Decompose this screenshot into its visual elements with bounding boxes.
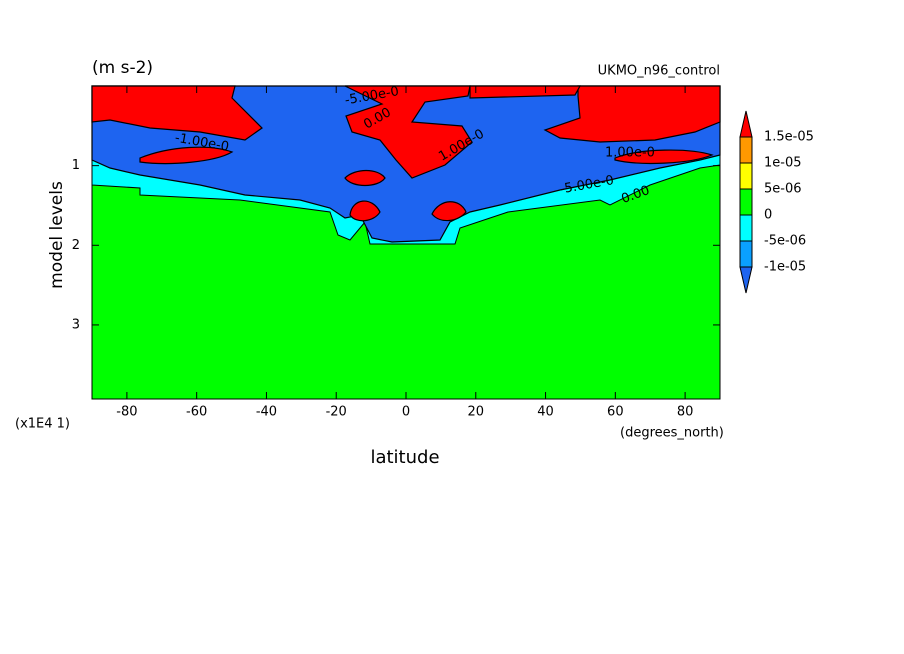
contour-region: [91, 85, 263, 141]
colorbar-triangle: [739, 110, 753, 138]
x-tick-label: -40: [256, 405, 277, 420]
y-tick-label: 1: [72, 158, 80, 173]
colorbar-label: -1e-05: [764, 260, 806, 275]
colorbar-box: [739, 162, 753, 190]
x-units: (degrees_north): [620, 426, 724, 441]
x-tick-label: 60: [607, 405, 624, 420]
contour-label: 1.00e-0: [605, 146, 655, 161]
colorbar-label: 1e-05: [764, 156, 802, 171]
colorbar-label: 5e-06: [764, 182, 802, 197]
x-tick-label: -20: [326, 405, 347, 420]
y-tick-label: 2: [72, 238, 80, 253]
chart-title: (m s-2): [92, 58, 153, 78]
x-tick-label: 20: [468, 405, 485, 420]
y-multiplier: (x1E4 1): [15, 417, 70, 432]
x-tick-label: 0: [402, 405, 410, 420]
y-axis-label: model levels: [47, 181, 67, 289]
x-tick-label: -60: [186, 405, 207, 420]
x-axis-label: latitude: [370, 447, 439, 468]
contour-region: [344, 169, 386, 187]
colorbar-box: [739, 136, 753, 164]
colorbar-label: -5e-06: [764, 234, 806, 249]
x-tick-label: -80: [116, 405, 137, 420]
y-tick-label: 3: [72, 317, 80, 332]
colorbar-label: 0: [764, 208, 772, 223]
contour-region: [139, 146, 234, 165]
colorbar-label: 1.5e-05: [764, 130, 814, 145]
chart-subtitle: UKMO_n96_control: [598, 64, 720, 79]
contour-region: [344, 85, 473, 179]
contour-region: [431, 201, 467, 222]
contour-region: [614, 149, 714, 165]
contour-field: [91, 85, 721, 399]
x-tick-label: 80: [677, 405, 694, 420]
colorbar-box: [739, 240, 753, 268]
colorbar-box: [739, 214, 753, 242]
contour-region: [349, 200, 381, 222]
x-tick-label: 40: [537, 405, 554, 420]
colorbar-triangle: [739, 266, 753, 294]
colorbar-box: [739, 188, 753, 216]
